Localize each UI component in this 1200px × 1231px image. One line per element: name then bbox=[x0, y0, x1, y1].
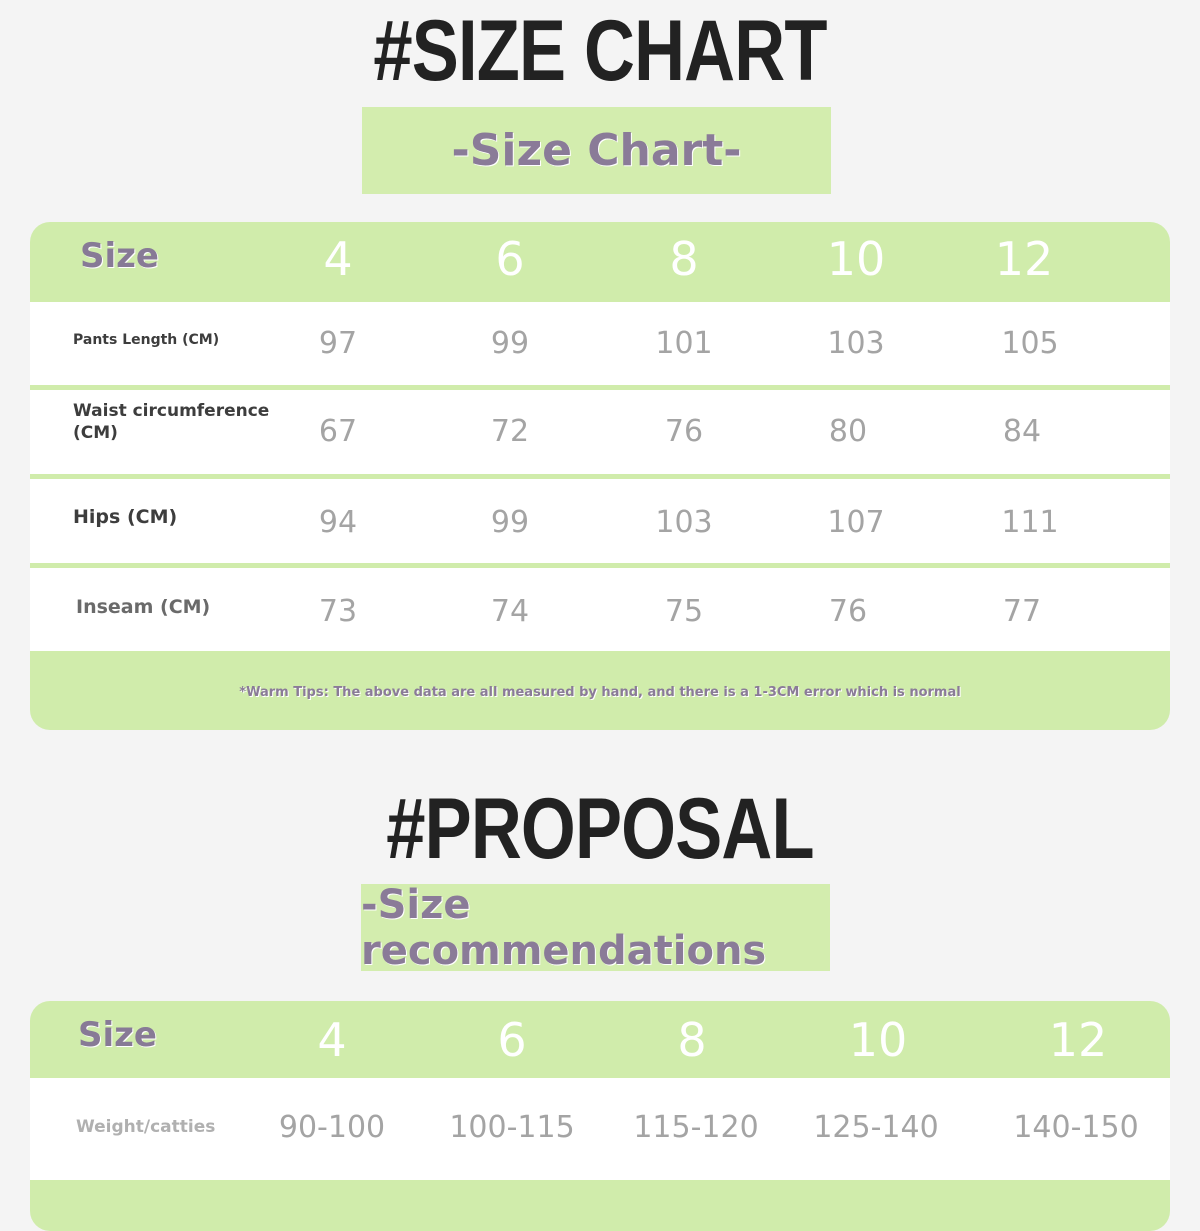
cell: 111 bbox=[1001, 505, 1059, 540]
cell: 115-120 bbox=[633, 1110, 759, 1145]
cell: 105 bbox=[1001, 326, 1059, 361]
cell: 103 bbox=[827, 326, 885, 361]
size-chart-subtitle: -Size Chart- bbox=[362, 107, 831, 194]
cell: 99 bbox=[490, 326, 530, 361]
cell: 140-150 bbox=[1013, 1110, 1139, 1145]
size-header: Size bbox=[80, 236, 159, 276]
size-chart-table: Size 4 6 8 10 12 Pants Length (CM) 97 99… bbox=[30, 222, 1170, 730]
size-6: 6 bbox=[497, 1013, 527, 1067]
table-row: Waist circumference (CM) 67 72 76 80 84 bbox=[30, 390, 1170, 474]
cell: 101 bbox=[655, 326, 713, 361]
row-label: Weight/catties bbox=[76, 1117, 216, 1137]
size-12: 12 bbox=[1048, 1013, 1108, 1067]
header-row: Size 4 6 8 10 12 bbox=[30, 1001, 1170, 1078]
size-10: 10 bbox=[848, 1013, 908, 1067]
cell: 72 bbox=[490, 414, 530, 449]
row-label: Waist circumference (CM) bbox=[73, 401, 270, 443]
cell: 90-100 bbox=[278, 1110, 386, 1145]
proposal-subtitle: -Size recommendations bbox=[361, 882, 830, 974]
cell: 99 bbox=[490, 505, 530, 540]
size-8: 8 bbox=[677, 1013, 707, 1067]
cell: 107 bbox=[827, 505, 885, 540]
cell: 67 bbox=[318, 414, 358, 449]
size-10: 10 bbox=[826, 232, 886, 286]
size-chart-title: #SIZE CHART bbox=[373, 3, 827, 99]
size-4: 4 bbox=[323, 232, 353, 286]
cell: 77 bbox=[1002, 594, 1042, 629]
proposal-table: Size 4 6 8 10 12 Weight/catties 90-100 1… bbox=[30, 1001, 1170, 1231]
proposal-title: #PROPOSAL bbox=[386, 781, 814, 877]
size-4: 4 bbox=[317, 1013, 347, 1067]
cell: 103 bbox=[655, 505, 713, 540]
size-12: 12 bbox=[994, 232, 1054, 286]
table-row: Pants Length (CM) 97 99 101 103 105 bbox=[30, 302, 1170, 385]
table-row: Weight/catties 90-100 100-115 115-120 12… bbox=[30, 1078, 1170, 1180]
cell: 73 bbox=[318, 594, 358, 629]
cell: 76 bbox=[664, 414, 704, 449]
cell: 80 bbox=[828, 414, 868, 449]
cell: 74 bbox=[490, 594, 530, 629]
cell: 75 bbox=[664, 594, 704, 629]
cell: 94 bbox=[318, 505, 358, 540]
row-label: Inseam (CM) bbox=[76, 596, 211, 618]
size-header: Size bbox=[78, 1015, 157, 1055]
cell: 76 bbox=[828, 594, 868, 629]
row-label: Pants Length (CM) bbox=[73, 332, 220, 348]
table-row: Inseam (CM) 73 74 75 76 77 bbox=[30, 568, 1170, 651]
size-8: 8 bbox=[669, 232, 699, 286]
size-6: 6 bbox=[495, 232, 525, 286]
cell: 100-115 bbox=[449, 1110, 575, 1145]
warm-tip: *Warm Tips: The above data are all measu… bbox=[239, 685, 961, 700]
header-row: Size 4 6 8 10 12 bbox=[30, 222, 1170, 302]
table-row: Hips (CM) 94 99 103 107 111 bbox=[30, 479, 1170, 563]
cell: 125-140 bbox=[813, 1110, 939, 1145]
cell: 97 bbox=[318, 326, 358, 361]
cell: 84 bbox=[1002, 414, 1042, 449]
row-label: Hips (CM) bbox=[73, 506, 178, 528]
